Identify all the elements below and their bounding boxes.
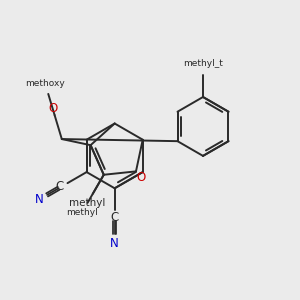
Text: O: O bbox=[137, 171, 146, 184]
Text: C: C bbox=[56, 180, 64, 193]
Text: methoxy: methoxy bbox=[25, 79, 65, 88]
Text: N: N bbox=[110, 237, 119, 250]
Text: N: N bbox=[34, 193, 43, 206]
Text: methyl: methyl bbox=[69, 198, 106, 208]
Text: methyl_t: methyl_t bbox=[183, 59, 223, 68]
Text: C: C bbox=[110, 211, 119, 224]
Text: O: O bbox=[48, 102, 57, 116]
Text: methyl: methyl bbox=[66, 208, 98, 217]
